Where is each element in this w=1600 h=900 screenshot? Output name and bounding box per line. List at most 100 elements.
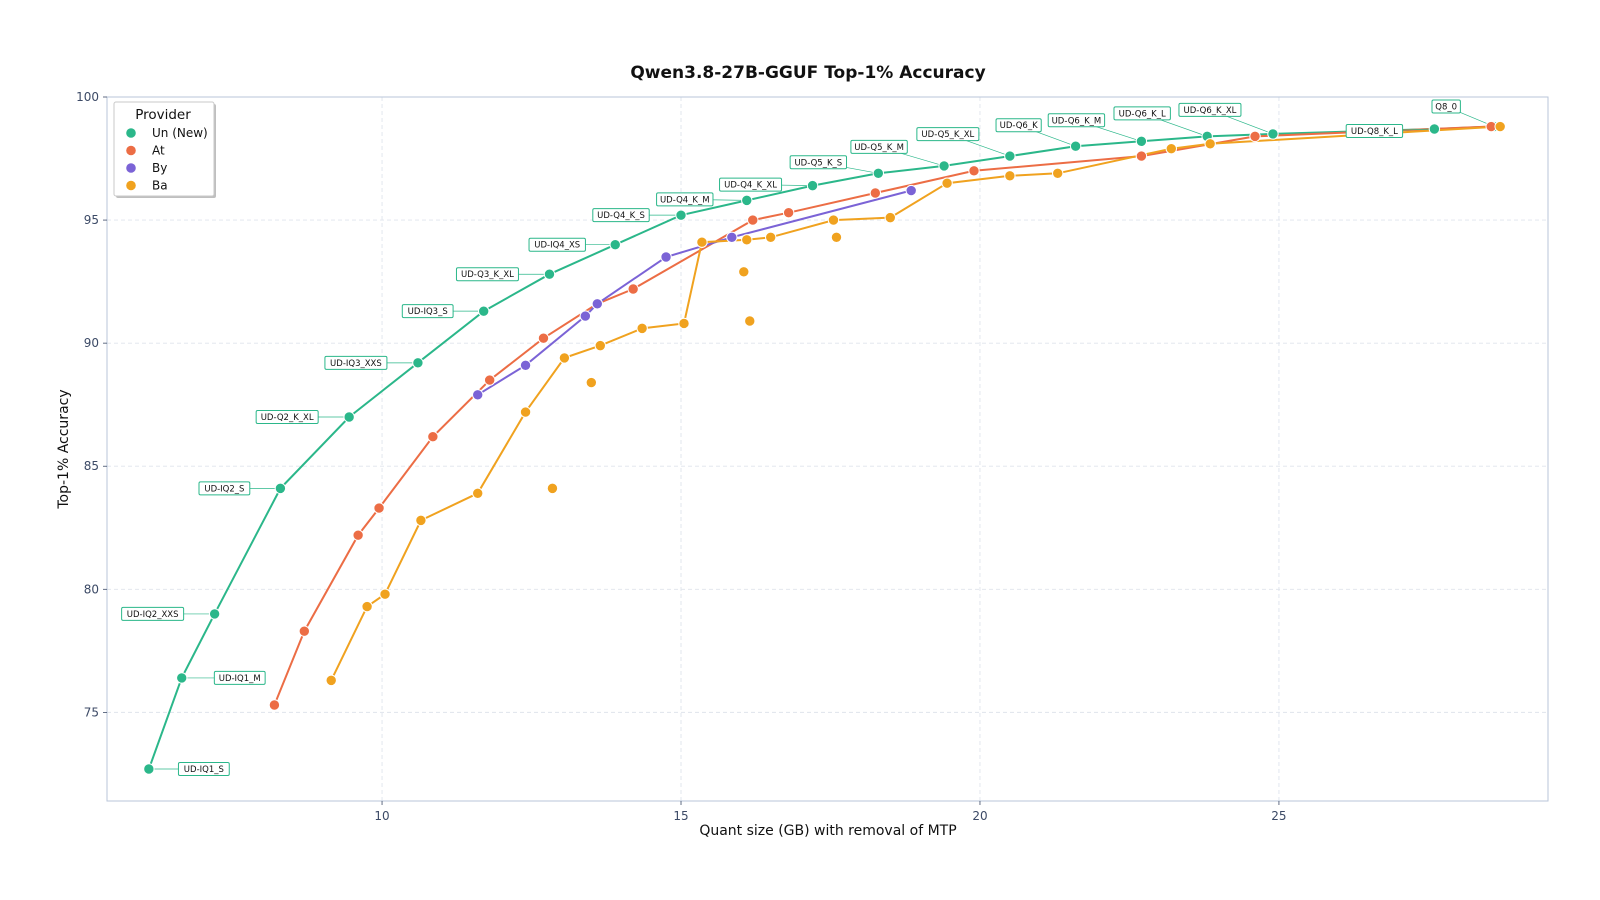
data-point: [744, 315, 756, 327]
data-point: [519, 359, 532, 372]
legend: Provider Un (New) At By Ba: [113, 101, 216, 198]
data-point: [1004, 150, 1016, 162]
data-point: [1135, 135, 1148, 148]
data-point: [352, 529, 364, 541]
point-label-box: [656, 192, 714, 207]
y-tick-label: 100: [76, 90, 99, 104]
data-point: [143, 763, 155, 775]
data-point: [274, 482, 287, 495]
data-point: [738, 266, 750, 278]
series-line-2: [477, 189, 912, 396]
data-point: [609, 238, 621, 251]
point-label-box: [916, 127, 980, 142]
data-point: [782, 206, 795, 219]
data-point: [938, 160, 950, 172]
point-label: UD-IQ3_XXS: [330, 359, 382, 369]
data-point: [176, 672, 188, 684]
data-point: [537, 332, 550, 344]
data-point: [546, 482, 559, 495]
plot-frame: [106, 96, 1549, 802]
point-label-box: [1178, 102, 1242, 117]
point-label: Q8_0: [1435, 103, 1457, 113]
data-point: [1249, 130, 1261, 143]
data-point: [1052, 167, 1064, 180]
point-label: UD-Q2_K_XL: [261, 413, 314, 423]
point-label-box: [1047, 113, 1106, 128]
point-label: UD-Q4_K_M: [660, 195, 710, 205]
data-point: [361, 600, 373, 613]
data-point: [764, 231, 777, 244]
data-point: [412, 357, 424, 369]
data-point: [747, 214, 759, 226]
point-label-box: [789, 155, 848, 170]
point-label-box: [455, 267, 519, 282]
data-point: [1165, 142, 1178, 155]
y-tick-label: 85: [84, 459, 99, 473]
point-label-box: [592, 208, 650, 223]
data-point: [675, 209, 687, 221]
x-tick-label: 20: [972, 809, 987, 823]
point-label-box: [1345, 124, 1404, 138]
data-point: [627, 283, 639, 295]
data-point: [884, 211, 896, 224]
data-point: [519, 406, 532, 418]
data-point: [830, 231, 843, 244]
x-tick-label: 10: [374, 809, 389, 823]
y-tick-label: 95: [84, 213, 99, 227]
data-point: [872, 167, 885, 180]
series-line-1: [273, 125, 1492, 706]
data-point: [472, 487, 484, 500]
legend-entry: Un (New): [152, 126, 208, 140]
series-line-3: [330, 125, 1501, 681]
point-label: UD-IQ2_XXS: [127, 610, 179, 620]
data-point: [660, 251, 672, 263]
point-label: UD-Q5_K_S: [794, 158, 842, 168]
data-point: [678, 317, 690, 330]
point-label-box: [213, 670, 266, 685]
data-point: [1494, 120, 1506, 133]
data-point: [591, 298, 603, 310]
point-label: UD-Q8_K_L: [1351, 127, 1398, 137]
point-label: UD-Q3_K_XL: [461, 270, 514, 280]
legend-swatch: [126, 163, 136, 173]
point-label-box: [198, 481, 251, 496]
y-tick-label: 75: [84, 705, 99, 719]
chart-title: Qwen3.8-27B-GGUF Top-1% Accuracy: [630, 63, 985, 83]
data-point: [741, 194, 753, 207]
data-point: [1069, 140, 1082, 152]
data-point: [905, 184, 917, 197]
data-point: [579, 310, 592, 322]
data-point: [427, 430, 439, 443]
point-label: UD-Q6_K_M: [1052, 116, 1102, 126]
data-point: [636, 322, 648, 335]
legend-box: [113, 101, 215, 197]
point-label-box: [177, 762, 230, 776]
legend-entry: At: [152, 144, 165, 158]
data-point: [806, 179, 819, 192]
data-point: [1267, 128, 1279, 140]
x-tick-label: 25: [1271, 809, 1286, 823]
point-label: UD-IQ1_S: [184, 765, 224, 775]
point-label-box: [1431, 99, 1461, 114]
data-point: [1004, 170, 1016, 182]
data-point: [941, 177, 953, 189]
legend-title: Provider: [135, 107, 191, 123]
point-label-box: [121, 606, 185, 621]
point-label-box: [528, 237, 586, 252]
data-point: [585, 376, 598, 389]
point-label: UD-Q4_K_S: [597, 211, 645, 221]
point-label: UD-Q4_K_XL: [724, 181, 777, 191]
point-label-box: [401, 304, 454, 319]
point-label: UD-Q6_K_L: [1119, 109, 1166, 119]
data-point: [298, 625, 311, 637]
data-point: [869, 187, 882, 199]
data-point: [268, 699, 281, 711]
legend-entry: Ba: [152, 179, 168, 193]
data-point: [1428, 123, 1441, 135]
point-label-box: [850, 139, 908, 154]
data-point: [373, 502, 385, 514]
point-label-box: [1113, 106, 1171, 121]
data-point: [1135, 150, 1148, 162]
data-point: [543, 268, 556, 280]
